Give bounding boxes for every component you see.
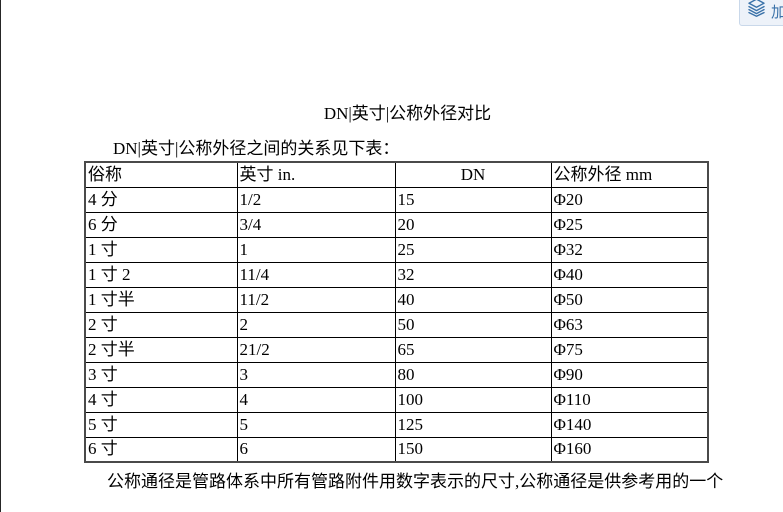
table-header-row: 俗称 英寸 in. DN 公称外径 mm <box>84 161 709 188</box>
table-cell: 5 寸 <box>84 411 238 438</box>
table-row: 4 分 1/2 15 Φ20 <box>84 186 709 213</box>
table-row: 3 寸 3 80 Φ90 <box>84 361 709 388</box>
table-cell: 32 <box>394 261 552 288</box>
table-cell: Φ25 <box>550 211 709 238</box>
table-cell: Φ75 <box>550 336 709 363</box>
page-title: DN|英寸|公称外径对比 <box>323 104 492 123</box>
intro-text: DN|英寸|公称外径之间的关系见下表： <box>113 139 400 158</box>
table-cell: Φ32 <box>550 236 709 263</box>
table-cell: 11/2 <box>236 286 396 313</box>
table-cell: 50 <box>394 311 552 338</box>
table-cell: 5 <box>236 411 396 438</box>
table-cell: Φ63 <box>550 311 709 338</box>
pipe-size-conversion-table: 俗称 英寸 in. DN 公称外径 mm 4 分 1/2 15 Φ20 6 分 … <box>84 161 709 463</box>
layers-icon <box>747 0 766 22</box>
table-cell: Φ90 <box>550 361 709 388</box>
table-cell: Φ140 <box>550 411 709 438</box>
table-cell: 20 <box>394 211 552 238</box>
table-cell: Φ160 <box>550 436 709 463</box>
table-row: 1 寸半 11/2 40 Φ50 <box>84 286 709 313</box>
table-cell: 3 <box>236 361 396 388</box>
table-cell: 3 寸 <box>84 361 238 388</box>
table-cell: Φ110 <box>550 386 709 413</box>
table-row: 2 寸 2 50 Φ63 <box>84 311 709 338</box>
document-page: DN|英寸|公称外径对比 DN|英寸|公称外径之间的关系见下表： 俗称 英寸 i… <box>84 104 724 491</box>
table-row: 1 寸 1 25 Φ32 <box>84 236 709 263</box>
column-header-common-name: 俗称 <box>84 161 238 188</box>
table-row: 1 寸 2 11/4 32 Φ40 <box>84 261 709 288</box>
table-cell: 4 <box>236 386 396 413</box>
add-compare-label: 加 <box>770 4 783 21</box>
table-row: 2 寸半 21/2 65 Φ75 <box>84 336 709 363</box>
table-cell: 1 寸 <box>84 236 238 263</box>
table-cell: Φ20 <box>550 186 709 213</box>
table-cell: 11/4 <box>236 261 396 288</box>
screen-left-border <box>0 0 1 512</box>
footer-text: 公称通径是管路体系中所有管路附件用数字表示的尺寸,公称通径是供参考用的一个 <box>107 472 724 491</box>
table-cell: 40 <box>394 286 552 313</box>
table-cell: 6 <box>236 436 396 463</box>
column-header-outer-diameter: 公称外径 mm <box>550 161 709 188</box>
table-cell: 21/2 <box>236 336 396 363</box>
table-cell: 2 <box>236 311 396 338</box>
table-cell: 1 寸 2 <box>84 261 238 288</box>
column-header-inch: 英寸 in. <box>236 161 396 188</box>
table-cell: 1/2 <box>236 186 396 213</box>
table-cell: 15 <box>394 186 552 213</box>
table-cell: 100 <box>394 386 552 413</box>
table-cell: 1 寸半 <box>84 286 238 313</box>
table-cell: 6 分 <box>84 211 238 238</box>
table-cell: 3/4 <box>236 211 396 238</box>
table-cell: 1 <box>236 236 396 263</box>
table-row: 6 分 3/4 20 Φ25 <box>84 211 709 238</box>
table-cell: 2 寸 <box>84 311 238 338</box>
table-row: 6 寸 6 150 Φ160 <box>84 436 709 463</box>
table-cell: 150 <box>394 436 552 463</box>
table-row: 5 寸 5 125 Φ140 <box>84 411 709 438</box>
table-cell: Φ40 <box>550 261 709 288</box>
table-cell: Φ50 <box>550 286 709 313</box>
table-cell: 4 分 <box>84 186 238 213</box>
table-cell: 4 寸 <box>84 386 238 413</box>
add-compare-button[interactable]: 加 <box>738 0 783 26</box>
table-cell: 65 <box>394 336 552 363</box>
table-cell: 2 寸半 <box>84 336 238 363</box>
table-cell: 125 <box>394 411 552 438</box>
table-cell: 6 寸 <box>84 436 238 463</box>
column-header-dn: DN <box>394 161 552 188</box>
table-cell: 25 <box>394 236 552 263</box>
table-row: 4 寸 4 100 Φ110 <box>84 386 709 413</box>
table-cell: 80 <box>394 361 552 388</box>
